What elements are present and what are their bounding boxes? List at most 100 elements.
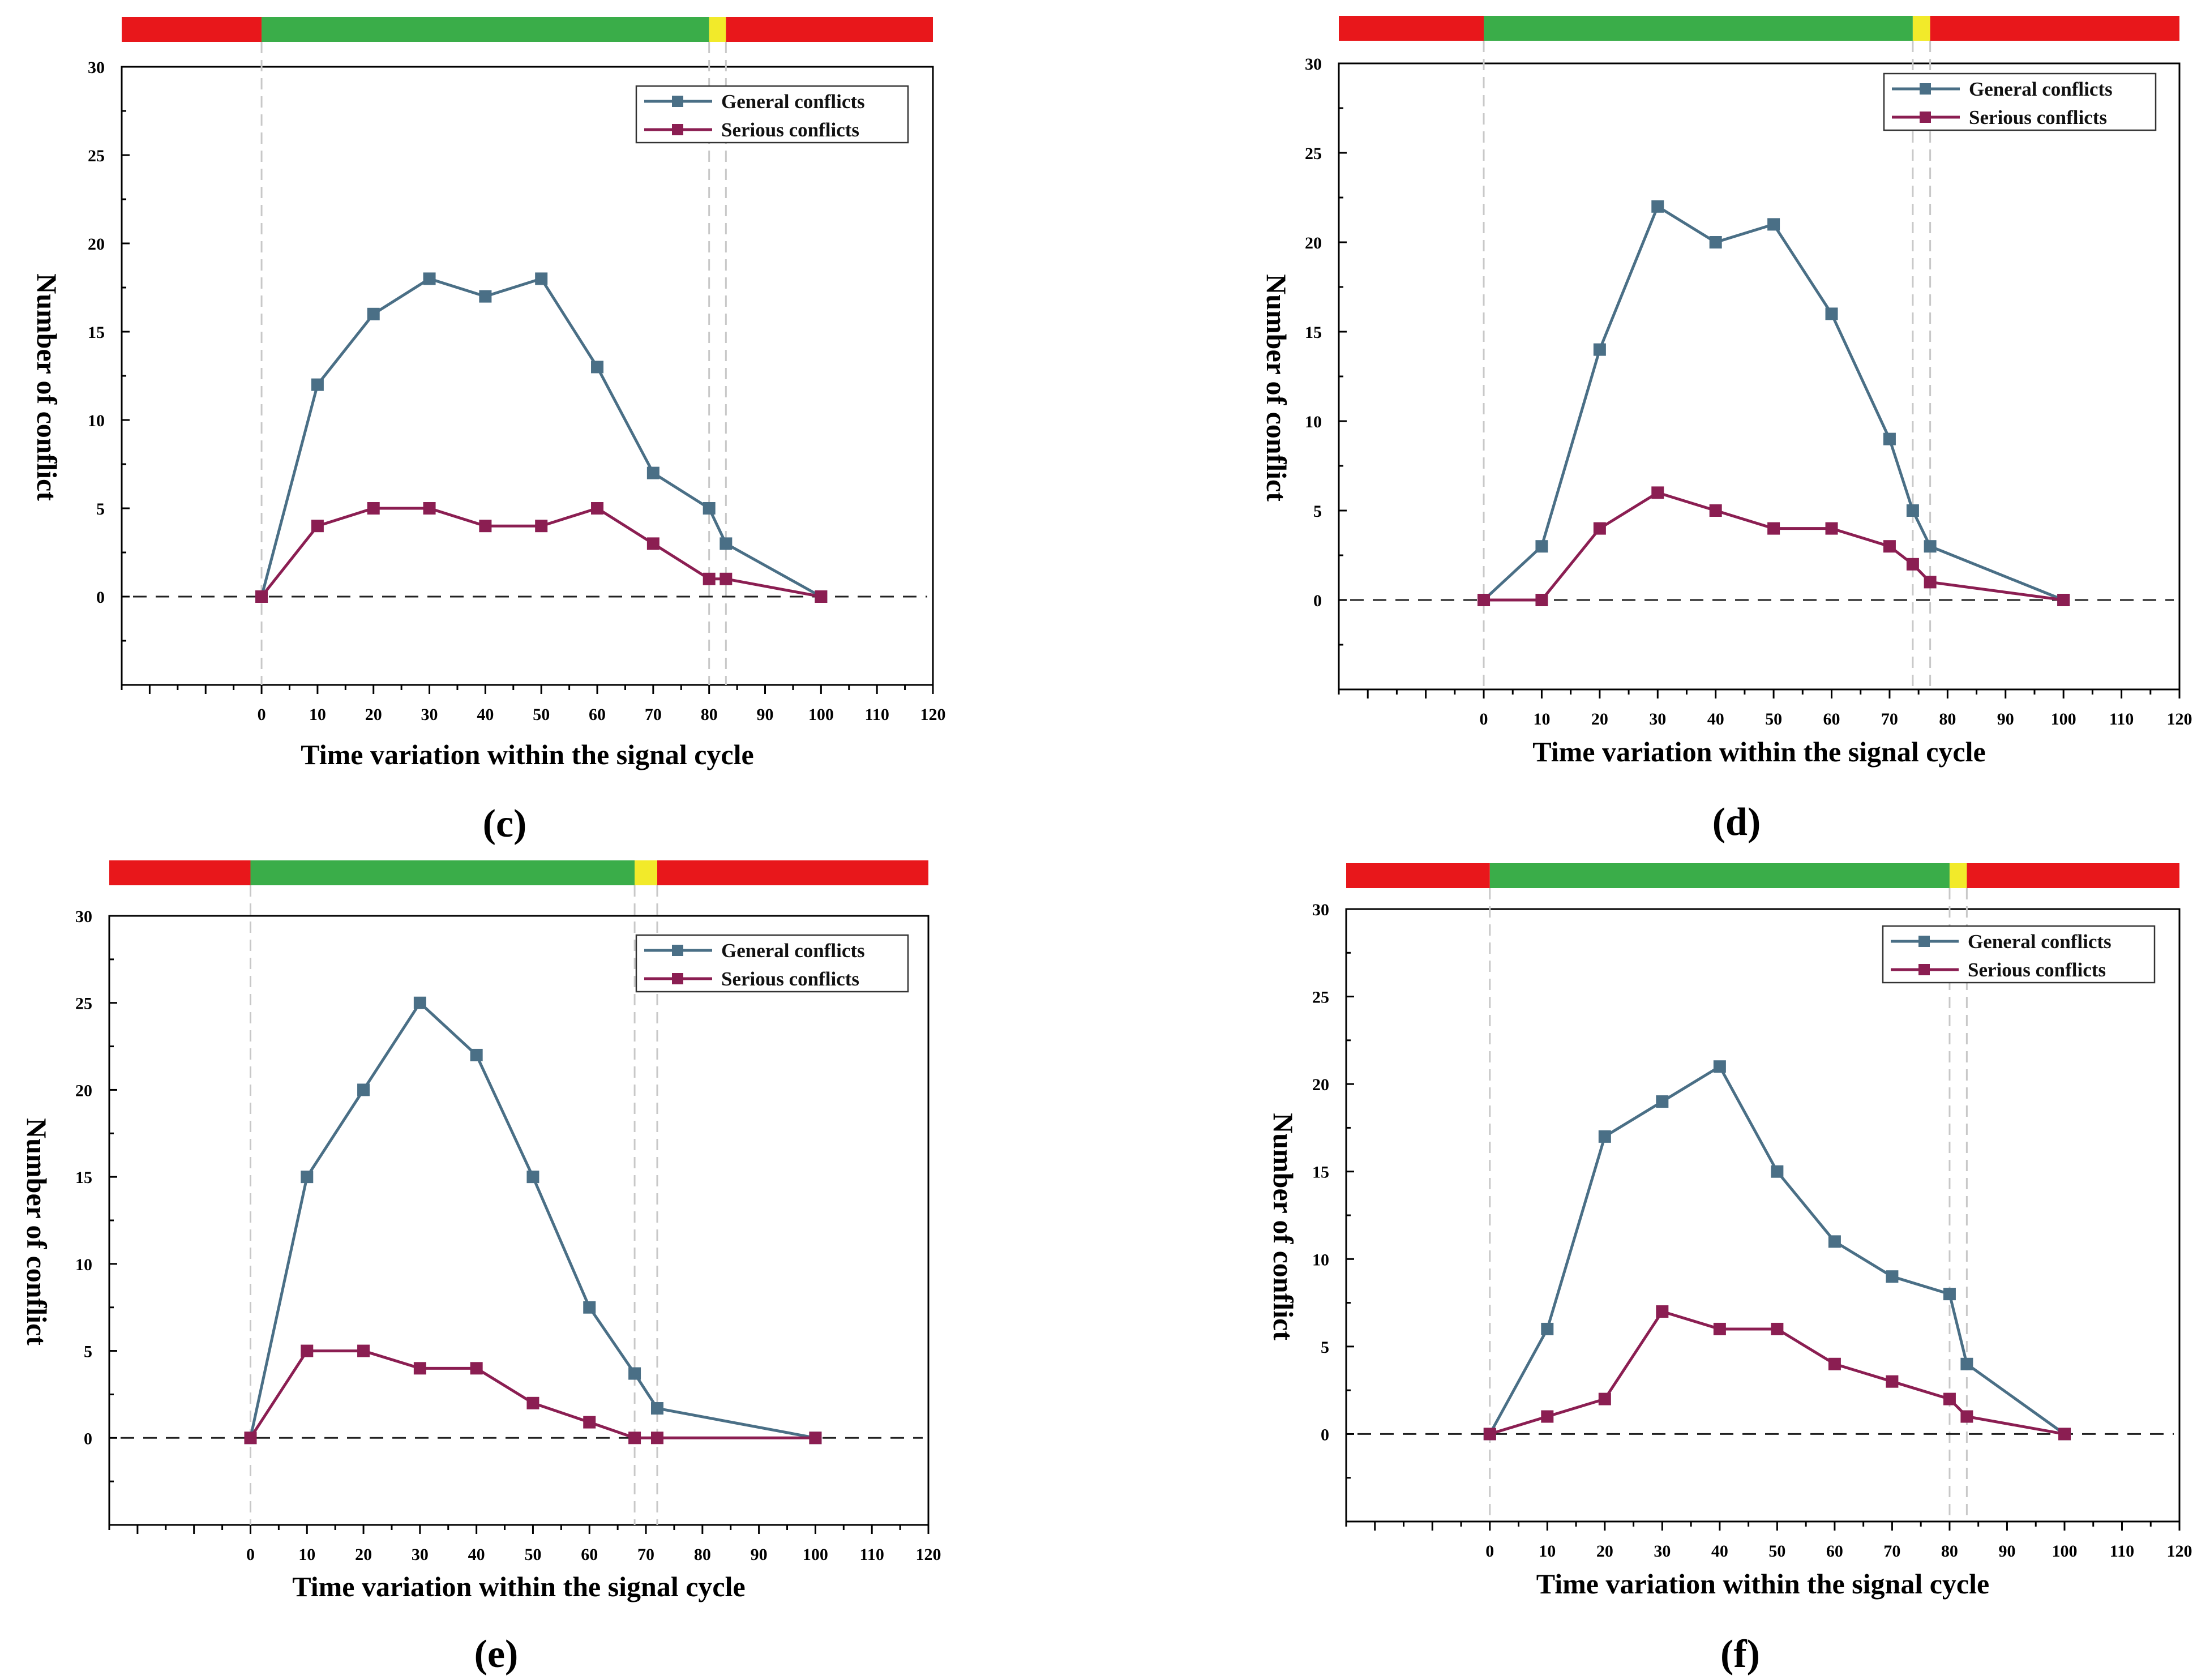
x-tick-label: 30	[412, 1545, 429, 1564]
x-tick-label: 70	[1883, 1542, 1900, 1561]
signal-phase-red	[1967, 863, 2179, 888]
x-tick-label: 80	[694, 1545, 711, 1564]
data-point-serious	[815, 590, 828, 603]
chart-panel-d: 0 5 10 15 20 25 30 0 10 20 30 40 50 60 70 80 90 100 110 120…	[1261, 16, 2192, 844]
data-point-serious	[650, 1432, 663, 1445]
data-point-serious	[1593, 522, 1606, 535]
data-point-serious	[301, 1344, 314, 1357]
x-tick-label: 0	[246, 1545, 255, 1564]
x-tick-label: 20	[365, 705, 382, 724]
signal-phase-green	[1489, 863, 1950, 888]
data-point-general	[1651, 200, 1664, 213]
x-tick-label: 0	[258, 705, 266, 724]
x-tick-label: 90	[757, 705, 774, 724]
chart-panel-e: 0 5 10 15 20 25 30 0 10 20 30 40 50 60 70 80 90 100 110 120…	[21, 860, 941, 1676]
x-tick-label: 10	[1533, 710, 1550, 728]
x-tick-label: 10	[298, 1545, 315, 1564]
data-point-serious	[1883, 540, 1896, 553]
x-tick-label: 90	[1998, 1542, 2015, 1561]
data-point-serious	[1960, 1410, 1973, 1423]
data-point-serious	[1598, 1392, 1611, 1405]
data-point-serious	[1771, 1322, 1784, 1335]
y-tick-label: 20	[88, 235, 105, 254]
y-tick-label: 5	[96, 500, 105, 518]
x-tick-label: 60	[589, 705, 606, 724]
x-tick-label: 40	[1707, 710, 1724, 728]
x-tick-label: 30	[1649, 710, 1666, 728]
signal-phase-yellow	[709, 17, 726, 42]
data-point-serious	[311, 520, 324, 533]
x-tick-label: 70	[645, 705, 662, 724]
legend-label: Serious conflicts	[721, 119, 859, 141]
y-tick-label: 25	[88, 147, 105, 165]
y-tick-label: 10	[75, 1255, 92, 1274]
data-point-general	[1828, 1235, 1841, 1248]
y-axis-title: Number of conflict	[1267, 1113, 1299, 1340]
x-tick-label: 110	[864, 705, 889, 724]
data-point-serious	[244, 1432, 257, 1445]
signal-phase-green	[1484, 16, 1913, 41]
data-point-serious	[1828, 1357, 1841, 1370]
y-axis-title: Number of conflict	[21, 1118, 53, 1345]
signal-phase-red	[1339, 16, 1484, 41]
legend-swatch-marker	[1918, 964, 1930, 975]
y-axis-title: Number of conflict	[1261, 274, 1292, 502]
data-point-general	[1771, 1165, 1784, 1178]
y-tick-label: 10	[88, 412, 105, 430]
signal-phase-green	[250, 860, 635, 885]
signal-phase-yellow	[1912, 16, 1930, 41]
legend-swatch-marker	[672, 96, 683, 107]
panel-label: (e)	[474, 1632, 519, 1676]
x-tick-label: 50	[524, 1545, 541, 1564]
data-point-serious	[526, 1396, 539, 1409]
y-tick-label: 0	[1321, 1425, 1329, 1444]
y-tick-label: 5	[1313, 502, 1322, 521]
data-point-general	[703, 502, 716, 515]
y-tick-label: 20	[1312, 1075, 1329, 1094]
data-point-general	[646, 466, 659, 479]
panel-label: (d)	[1712, 800, 1761, 844]
signal-phase-red	[657, 860, 928, 885]
data-point-general	[1825, 307, 1838, 320]
x-tick-label: 90	[751, 1545, 768, 1564]
signal-phase-yellow	[1949, 863, 1967, 888]
y-tick-label: 15	[75, 1168, 92, 1187]
data-point-serious	[703, 572, 716, 585]
y-tick-label: 0	[84, 1429, 92, 1448]
series-line-general	[1488, 1065, 2066, 1435]
series-line-general	[1483, 205, 2065, 602]
y-tick-label: 5	[84, 1343, 92, 1361]
plot-frame	[108, 915, 930, 1526]
data-point-serious	[1477, 594, 1491, 606]
legend-swatch-marker	[672, 973, 683, 984]
data-point-serious	[720, 572, 733, 585]
legend-swatch-marker	[1920, 83, 1931, 95]
x-tick-label: 120	[2167, 710, 2192, 728]
y-tick-label: 30	[75, 907, 92, 926]
x-tick-label: 50	[1768, 1542, 1785, 1561]
x-tick-label: 100	[2051, 710, 2076, 728]
legend-label: General conflicts	[721, 91, 865, 113]
legend-label: Serious conflicts	[1968, 959, 2106, 981]
legend-label: Serious conflicts	[721, 968, 859, 990]
data-point-general	[1593, 343, 1606, 356]
x-tick-label: 70	[1881, 710, 1898, 728]
x-tick-label: 80	[1941, 1542, 1958, 1561]
data-point-general	[1767, 218, 1780, 231]
panel-label: (c)	[483, 802, 527, 846]
y-tick-label: 30	[88, 58, 105, 77]
legend-label: General conflicts	[721, 940, 865, 962]
x-tick-label: 110	[860, 1545, 884, 1564]
data-point-serious	[1709, 504, 1722, 517]
data-point-general	[1943, 1288, 1956, 1301]
y-tick-label: 25	[1305, 144, 1322, 163]
signal-phase-green	[262, 17, 709, 42]
x-axis-title: Time variation within the signal cycle	[301, 739, 753, 770]
x-tick-label: 80	[1939, 710, 1956, 728]
x-tick-label: 120	[2167, 1542, 2192, 1561]
data-point-serious	[1656, 1305, 1669, 1318]
data-point-general	[367, 307, 380, 320]
y-tick-label: 15	[1312, 1163, 1329, 1182]
data-point-general	[526, 1171, 539, 1184]
